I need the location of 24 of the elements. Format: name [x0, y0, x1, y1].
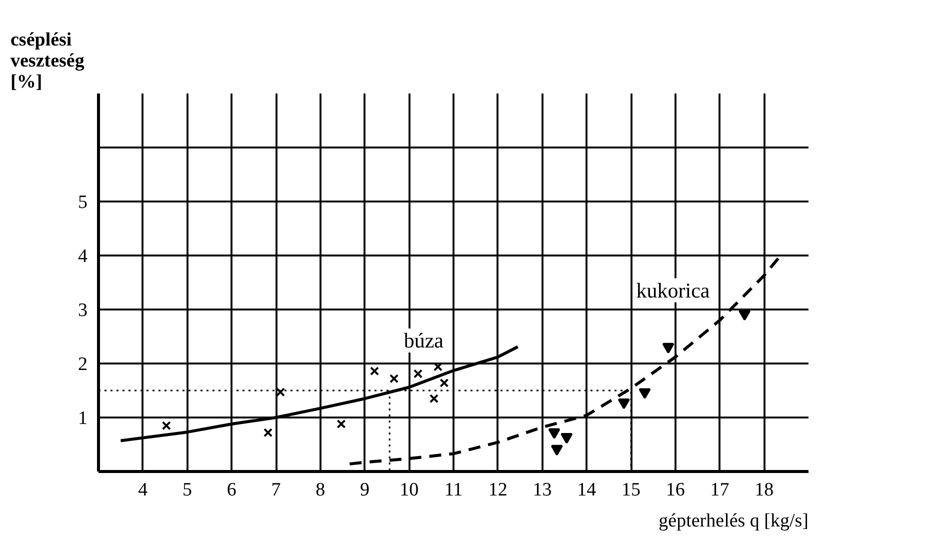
- x-tick-label: 18: [754, 480, 774, 500]
- series-label: búza: [404, 328, 444, 353]
- x-tick-label: 11: [444, 480, 463, 500]
- x-tick-label: 4: [138, 480, 148, 500]
- x-tick-label: 15: [622, 480, 640, 500]
- y-tick-label: 2: [78, 354, 88, 375]
- y-tick-label: 4: [78, 246, 88, 267]
- y-tick-label: 1: [78, 408, 88, 429]
- series-label: kukorica: [636, 278, 710, 302]
- y-tick-label: 3: [78, 300, 88, 321]
- x-tick-label: 7: [271, 480, 281, 500]
- x-tick-label: 6: [226, 480, 236, 500]
- x-tick-label: 9: [360, 480, 370, 500]
- x-tick-label: 5: [182, 480, 192, 500]
- x-tick-label: 8: [316, 480, 326, 500]
- x-axis-title: gépterhelés q [kg/s]: [658, 510, 809, 532]
- y-axis-title: cséplési veszteség [%]: [10, 30, 85, 92]
- x-tick-label: 17: [710, 480, 730, 500]
- x-tick-label: 16: [666, 480, 685, 500]
- x-tick-label: 14: [577, 480, 597, 500]
- x-tick-label: 10: [400, 480, 419, 500]
- x-tick-label: 13: [532, 480, 552, 500]
- x-tick-label: 12: [488, 480, 508, 500]
- y-tick-label: 5: [78, 192, 88, 213]
